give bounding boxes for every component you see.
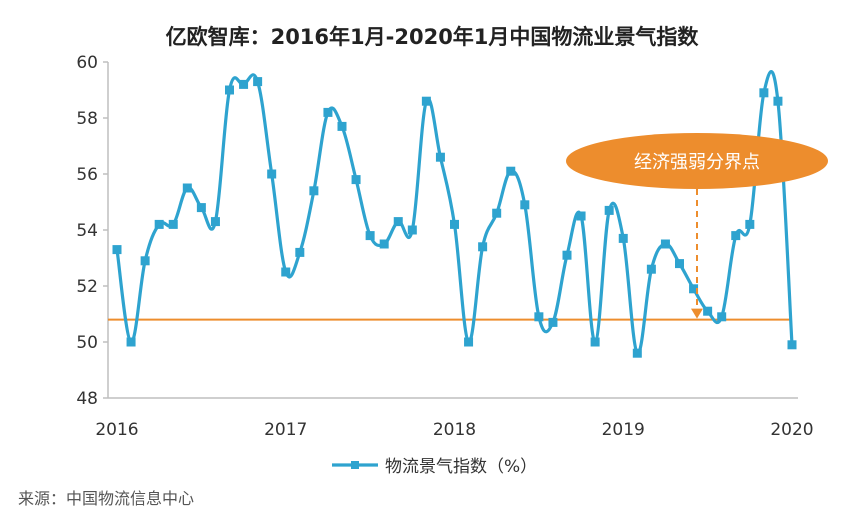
data-point (478, 242, 488, 252)
data-point (464, 337, 474, 347)
x-tick-label: 2019 (602, 420, 645, 440)
data-point (182, 183, 192, 193)
data-point (548, 317, 558, 327)
data-point (745, 219, 755, 229)
y-tick-label: 48 (76, 389, 98, 409)
data-point (773, 96, 783, 106)
x-axis: 2016 2017 2018 2019 2020 (95, 397, 814, 440)
data-point (632, 348, 642, 358)
data-point (253, 77, 263, 87)
data-point (534, 312, 544, 322)
legend-label: 物流景气指数（%） (385, 457, 537, 477)
data-point (379, 239, 389, 249)
callout-arrow-head (691, 308, 703, 319)
threshold-callout: 经济强弱分界点 (566, 133, 828, 319)
data-point (717, 312, 727, 322)
data-point (646, 264, 656, 274)
series-line (115, 70, 794, 355)
data-point (689, 284, 699, 294)
series-points (112, 77, 797, 358)
data-point (759, 88, 769, 98)
data-point (731, 231, 741, 241)
data-point (421, 96, 431, 106)
y-tick-label: 60 (76, 53, 98, 73)
data-point (407, 225, 417, 235)
data-point (210, 217, 220, 227)
x-tick-label: 2018 (433, 420, 476, 440)
data-point (225, 85, 234, 95)
data-point (506, 166, 516, 176)
y-tick-label: 52 (76, 277, 98, 297)
y-tick-label: 58 (76, 109, 98, 129)
callout-text: 经济强弱分界点 (634, 152, 760, 173)
data-point (604, 205, 614, 215)
y-tick-label: 56 (76, 165, 98, 185)
legend-marker (351, 461, 359, 469)
data-point (520, 200, 530, 210)
data-point (126, 337, 136, 347)
x-tick-label: 2016 (95, 420, 138, 440)
data-point (618, 233, 628, 243)
x-tick-label: 2017 (264, 420, 307, 440)
data-point (492, 208, 502, 218)
data-point (196, 203, 206, 213)
data-point (660, 239, 670, 249)
y-axis: 48 50 52 54 56 58 60 (76, 53, 109, 409)
data-point (112, 245, 122, 255)
y-tick-label: 54 (76, 221, 98, 241)
data-point (239, 79, 249, 89)
data-point (393, 217, 403, 227)
x-tick-label: 2020 (770, 420, 813, 440)
callout-bubble (566, 133, 828, 189)
data-point (675, 259, 684, 269)
data-point (351, 175, 361, 185)
data-point (365, 231, 375, 241)
data-point (267, 169, 277, 179)
data-point (295, 247, 305, 257)
data-point (154, 219, 164, 229)
data-point (590, 337, 600, 347)
data-point (435, 152, 445, 162)
data-point (562, 250, 572, 260)
y-tick-label: 50 (76, 333, 98, 353)
data-point (450, 219, 459, 229)
data-point (703, 306, 713, 316)
data-point (337, 121, 347, 131)
data-point (281, 267, 291, 277)
data-point (309, 186, 319, 196)
data-point (168, 219, 178, 229)
chart-title: 亿欧智库：2016年1月-2020年1月中国物流业景气指数 (166, 25, 700, 49)
legend: 物流景气指数（%） (332, 457, 537, 477)
data-point (787, 340, 797, 350)
source-note: 来源：中国物流信息中心 (18, 489, 194, 508)
data-point (323, 107, 333, 117)
data-point (140, 256, 150, 266)
data-point (576, 211, 586, 221)
